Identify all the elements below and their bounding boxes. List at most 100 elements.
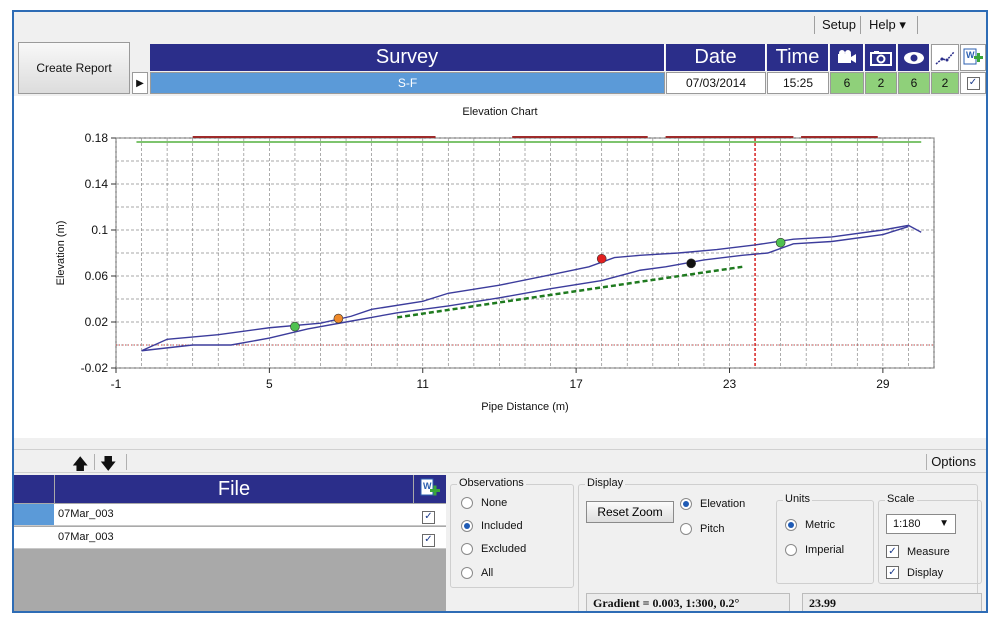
radio-button[interactable] [461,567,473,579]
display-option-pitch[interactable]: Pitch [680,523,724,535]
move-down-arrow-icon[interactable]: 🡇 [100,456,117,473]
create-report-button[interactable]: Create Report [18,42,130,94]
option-label: Metric [805,519,835,531]
chevron-down-icon: ▼ [939,518,949,529]
gradient-trend-line [397,265,743,319]
radio-button[interactable] [680,523,692,535]
row-selector[interactable] [14,504,54,525]
video-count-cell: 6 [830,72,864,94]
display-title: Display [585,477,626,489]
survey-column-header[interactable]: Survey [150,44,665,71]
radio-button[interactable] [785,544,797,556]
distance-readout: 23.99 [802,593,982,611]
y-tick-label: 0.02 [85,315,109,329]
observations-title: Observations [457,477,526,489]
photo-icon[interactable] [865,44,897,71]
observation-marker [333,313,344,324]
x-tick-label: 29 [876,377,890,391]
option-label: Pitch [700,523,725,535]
radio-button[interactable] [461,543,473,555]
option-label: None [481,497,508,509]
add-document-icon[interactable]: W [960,44,986,71]
date-cell[interactable]: 07/03/2014 [666,72,766,94]
y-tick-label: -0.02 [81,361,109,375]
file-name: 07Mar_003 [58,508,114,520]
option-label: Measure [907,545,950,558]
reset-zoom-button[interactable]: Reset Zoom [586,501,674,523]
radio-button[interactable] [461,520,473,532]
app-window: Setup Help ▾ Create Report Survey Date T… [12,10,988,613]
trend-icon[interactable] [931,44,959,71]
option-label: All [481,567,494,579]
menu-help[interactable]: Help ▾ [869,17,906,32]
move-up-arrow-icon[interactable]: 🡅 [72,456,89,473]
include-checkbox[interactable]: ✓ [966,76,980,90]
camera-icon[interactable] [830,44,864,71]
scale-display-checkbox[interactable]: ✓ Display [886,566,943,579]
radio-button[interactable] [785,519,797,531]
y-axis-label: Elevation (m) [55,221,67,286]
file-row[interactable]: 07Mar_003 ✓ [14,527,446,549]
y-tick-label: 0.06 [85,269,109,283]
scale-select[interactable]: 1:180 ▼ [886,514,956,534]
include-checkbox-cell[interactable]: ✓ [960,72,986,94]
units-option-metric[interactable]: Metric [785,519,835,531]
x-tick-label: 17 [569,377,583,391]
observation-option-excluded[interactable]: Excluded [461,543,526,555]
menu-setup[interactable]: Setup [822,17,856,32]
file-include-checkbox[interactable]: ✓ [422,510,435,524]
elevation-chart-panel: -0.02 0.02 0.06 0.1 0.14 0.18 -1 5 11 17 23 29 Pipe … [14,96,986,438]
time-column-header[interactable]: Time [767,44,829,71]
checkbox[interactable]: ✓ [886,566,899,579]
survey-cell[interactable]: S-F [150,72,665,94]
menubar: Setup Help ▾ [14,12,986,38]
options-button[interactable]: Options [931,454,976,469]
x-tick-label: 5 [266,377,273,391]
lower-toolbar: 🡅 🡇 Options [14,449,986,473]
radio-button[interactable] [461,497,473,509]
display-group: Display [578,477,978,611]
trend-count-cell: 2 [931,72,959,94]
units-group: Units Metric Imperial [776,493,874,584]
elevation-chart[interactable]: -0.02 0.02 0.06 0.1 0.14 0.18 -1 5 11 17 23 29 Pipe … [14,96,986,438]
file-row[interactable]: 07Mar_003 ✓ [14,504,446,526]
scale-measure-checkbox[interactable]: ✓ Measure [886,545,950,558]
x-tick-label: 11 [417,377,430,391]
row-selector-arrow[interactable]: ▶ [132,72,148,94]
toolbar-separator [94,454,95,470]
file-name: 07Mar_003 [58,531,114,543]
file-table-corner [14,475,54,503]
date-column-header[interactable]: Date [666,44,766,71]
chart-title: Elevation Chart [462,106,538,118]
option-label: Included [481,520,523,532]
toolbar-separator [126,454,127,470]
observation-count-cell: 6 [898,72,930,94]
observation-option-all[interactable]: All [461,567,493,579]
file-include-checkbox[interactable]: ✓ [422,533,435,547]
scale-title: Scale [885,493,917,505]
svg-text:W: W [423,481,432,491]
file-column-header[interactable]: File [55,475,413,503]
eye-icon[interactable] [898,44,930,71]
observation-marker [686,258,696,269]
toolbar-separator [926,454,927,470]
row-selector[interactable] [14,527,54,548]
option-label: Display [907,566,944,579]
x-tick-label: 23 [723,377,737,391]
observation-marker [775,237,786,248]
option-label: Elevation [700,498,746,510]
units-title: Units [783,493,813,505]
scale-group: Scale [878,493,982,584]
radio-button[interactable] [680,498,692,510]
checkbox[interactable]: ✓ [886,545,899,558]
observation-option-none[interactable]: None [461,497,507,509]
observation-option-included[interactable]: Included [461,520,523,532]
observation-marker [596,253,607,264]
add-document-icon[interactable]: W [414,475,446,503]
time-cell[interactable]: 15:25 [767,72,829,94]
units-option-imperial[interactable]: Imperial [785,544,844,556]
observations-group: Observations None Included Excluded All [450,477,574,588]
display-option-elevation[interactable]: Elevation [680,498,745,510]
menu-separator [917,16,918,34]
y-tick-label: 0.1 [91,223,108,237]
